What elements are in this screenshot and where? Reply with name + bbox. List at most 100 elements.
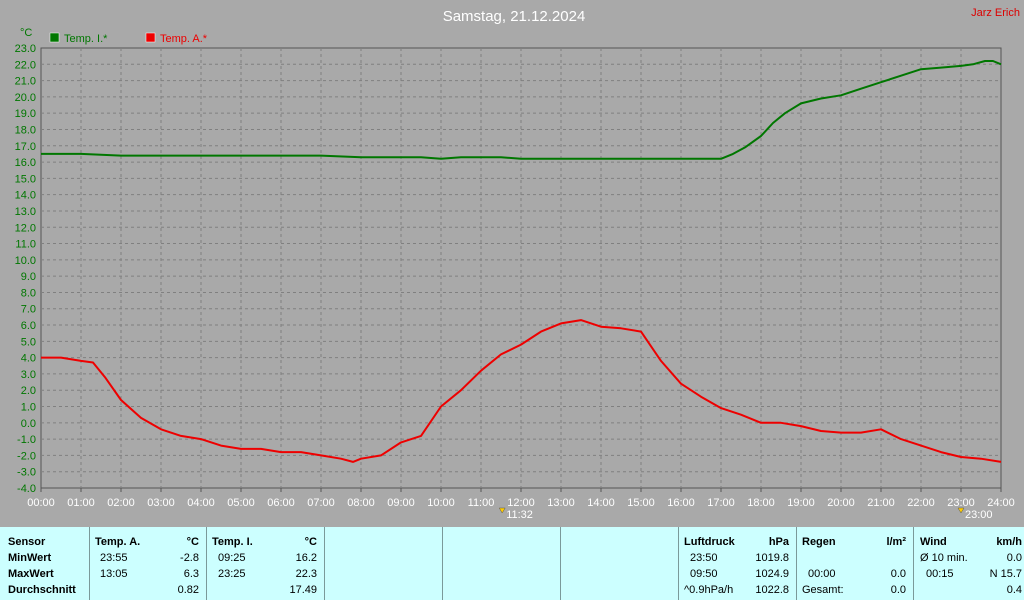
wind-unit: km/h — [996, 536, 1022, 548]
temp-a-avg-value: 0.82 — [177, 584, 199, 596]
sun-icon — [957, 507, 965, 514]
author-label: Jarz Erich — [971, 7, 1020, 19]
y-tick-label: 8.0 — [21, 287, 36, 299]
y-tick-label: 6.0 — [21, 320, 36, 332]
y-tick-label: 13.0 — [15, 206, 36, 218]
chart-title: Samstag, 21.12.2024 — [443, 8, 586, 25]
y-tick-label: -3.0 — [17, 467, 36, 479]
marker-label: 23:00 — [965, 509, 993, 521]
pressure-min-time: 23:50 — [690, 552, 718, 564]
y-tick-label: 18.0 — [15, 124, 36, 136]
x-tick-label: 16:00 — [667, 497, 695, 509]
x-tick-label: 04:00 — [187, 497, 215, 509]
y-tick-label: 10.0 — [15, 255, 36, 267]
x-tick-label: 14:00 — [587, 497, 615, 509]
rain-total-label: Gesamt: — [802, 584, 844, 596]
temp-a-max-value: 6.3 — [183, 568, 199, 580]
temp-a-min-time: 23:55 — [100, 552, 128, 564]
legend-label: Temp. I.* — [64, 33, 108, 45]
x-tick-label: 15:00 — [627, 497, 655, 509]
series-group — [41, 60, 1002, 463]
y-tick-label: 22.0 — [15, 59, 36, 71]
wind-avg-value: 0.4 — [1006, 584, 1022, 596]
series-line-temp-inside — [41, 60, 1002, 160]
pressure-max-value: 1024.9 — [755, 568, 789, 580]
y-tick-label: 12.0 — [15, 222, 36, 234]
rain-total-value: 0.0 — [890, 584, 906, 596]
y-tick-label: 7.0 — [21, 304, 36, 316]
x-tick-label: 09:00 — [387, 497, 415, 509]
y-axis-unit: °C — [20, 27, 32, 39]
x-tick-label: 23:00 — [947, 497, 975, 509]
sensor-header: Sensor — [8, 536, 46, 548]
x-tick-label: 24:00 — [987, 497, 1015, 509]
x-axis: 00:00 01:00 02:00 03:00 04:00 05:00 06:00 07:00… — [27, 488, 1015, 509]
temp-a-unit: °C — [186, 536, 199, 548]
pressure-max-time: 09:50 — [690, 568, 718, 580]
x-tick-label: 20:00 — [827, 497, 855, 509]
rain-header: Regen — [802, 536, 836, 548]
x-tick-label: 21:00 — [867, 497, 895, 509]
row-label-avg: Durchschnitt — [8, 584, 76, 596]
x-tick-label: 19:00 — [787, 497, 815, 509]
wind-header: Wind — [920, 536, 947, 548]
legend-label: Temp. A.* — [160, 33, 208, 45]
temp-a-max-time: 13:05 — [100, 568, 128, 580]
temp-i-header: Temp. I. — [212, 536, 253, 548]
series-line-temp-outside — [41, 319, 1002, 463]
temp-a-header: Temp. A. — [95, 536, 141, 548]
pressure-avg-value: 1022.8 — [755, 584, 789, 596]
rain-max-value: 0.0 — [890, 568, 906, 580]
chart: Samstag, 21.12.2024 Jarz Erich °C Temp. … — [15, 7, 1020, 521]
x-tick-label: 10:00 — [427, 497, 455, 509]
rain-unit: l/m² — [886, 536, 906, 548]
temp-a-min-value: -2.8 — [180, 552, 199, 564]
y-tick-label: 0.0 — [21, 418, 36, 430]
temp-i-avg-value: 17.49 — [289, 584, 317, 596]
x-tick-label: 08:00 — [347, 497, 375, 509]
time-markers: 11:32 23:00 — [498, 507, 993, 521]
y-tick-label: 5.0 — [21, 336, 36, 348]
x-tick-label: 05:00 — [227, 497, 255, 509]
wind-max-value: N 15.7 — [989, 568, 1022, 580]
row-label-min: MinWert — [8, 552, 52, 564]
x-tick-label: 18:00 — [747, 497, 775, 509]
sun-icon — [498, 507, 506, 514]
y-tick-label: 4.0 — [21, 353, 36, 365]
temp-i-max-value: 22.3 — [295, 568, 317, 580]
y-tick-label: 2.0 — [21, 385, 36, 397]
temp-i-min-value: 16.2 — [295, 552, 317, 564]
summary-table: Sensor MinWert MaxWert Durchschnitt Temp… — [0, 527, 1024, 600]
pressure-trend: ^0.9hPa/h — [684, 584, 734, 596]
legend-swatch — [49, 32, 60, 43]
rain-max-time: 00:00 — [808, 568, 836, 580]
legend-swatch — [145, 32, 156, 43]
temp-i-max-time: 23:25 — [218, 568, 246, 580]
y-tick-label: 1.0 — [21, 402, 36, 414]
y-tick-label: 3.0 — [21, 369, 36, 381]
y-tick-label: 9.0 — [21, 271, 36, 283]
x-tick-label: 17:00 — [707, 497, 735, 509]
y-tick-label: -1.0 — [17, 434, 36, 446]
y-tick-label: 17.0 — [15, 141, 36, 153]
y-tick-label: 15.0 — [15, 173, 36, 185]
y-tick-label: 23.0 — [15, 43, 36, 55]
x-tick-label: 22:00 — [907, 497, 935, 509]
x-tick-label: 11:00 — [468, 497, 495, 509]
x-tick-label: 13:00 — [547, 497, 575, 509]
y-tick-label: 14.0 — [15, 190, 36, 202]
x-tick-label: 03:00 — [147, 497, 175, 509]
y-tick-label: -2.0 — [17, 450, 36, 462]
marker-label: 11:32 — [506, 509, 533, 521]
x-tick-label: 02:00 — [107, 497, 135, 509]
pressure-min-value: 1019.8 — [755, 552, 789, 564]
y-tick-label: 11.0 — [15, 239, 36, 251]
pressure-header: Luftdruck — [684, 536, 735, 548]
temp-i-unit: °C — [304, 536, 317, 548]
temp-i-min-time: 09:25 — [218, 552, 246, 564]
x-tick-label: 00:00 — [27, 497, 55, 509]
legend: Temp. I.* Temp. A.* — [49, 32, 208, 45]
x-tick-label: 07:00 — [307, 497, 335, 509]
pressure-unit: hPa — [768, 536, 789, 548]
x-tick-label: 06:00 — [267, 497, 295, 509]
